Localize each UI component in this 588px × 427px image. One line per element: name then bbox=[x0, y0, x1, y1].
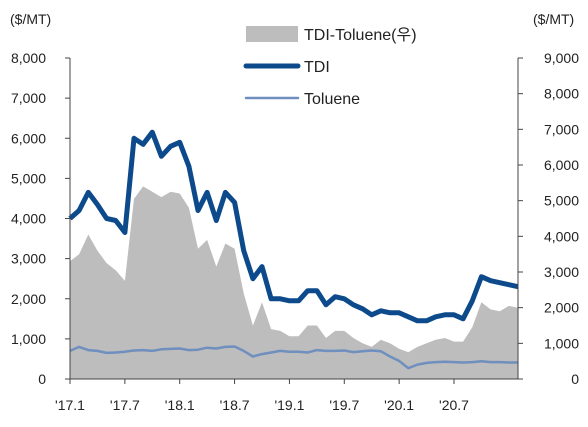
left-tick-label: 5,000 bbox=[11, 170, 46, 186]
right-tick-label: 9,000 bbox=[544, 50, 579, 66]
legend: TDI-Toluene(우) TDI Toluene bbox=[243, 26, 417, 108]
left-axis-unit: ($/MT) bbox=[10, 11, 51, 27]
series-area-tdi-toluene bbox=[70, 186, 518, 379]
x-tick-label: '17.1 bbox=[55, 397, 85, 413]
right-tick-label: 3,000 bbox=[544, 264, 579, 280]
area-layer bbox=[70, 186, 518, 379]
series-line-toluene bbox=[69, 345, 518, 370]
left-tick-label: 1,000 bbox=[11, 331, 46, 347]
x-tick-label: '19.7 bbox=[329, 397, 359, 413]
right-tick-label: 7,000 bbox=[544, 121, 579, 137]
right-tick-label: 6,000 bbox=[544, 157, 579, 173]
left-tick-label: 2,000 bbox=[11, 291, 46, 307]
series-line-tdi bbox=[68, 129, 519, 324]
legend-label: TDI bbox=[304, 59, 330, 76]
legend-label: TDI-Toluene(우) bbox=[304, 27, 417, 44]
tick-layer: 0 1,000 2,000 3,000 4,000 5,000 6,000 7,000 8,00… bbox=[11, 50, 579, 413]
x-tick-label: '18.1 bbox=[165, 397, 195, 413]
right-tick-label: 1,000 bbox=[544, 335, 579, 351]
x-tick-label: '20.1 bbox=[384, 397, 414, 413]
right-tick-label: 2,000 bbox=[544, 300, 579, 316]
right-tick-label: 0 bbox=[571, 371, 579, 387]
left-tick-label: 4,000 bbox=[11, 211, 46, 227]
left-tick-label: 8,000 bbox=[11, 50, 46, 66]
legend-swatch-area bbox=[246, 26, 298, 42]
left-tick-label: 3,000 bbox=[11, 251, 46, 267]
left-tick-label: 0 bbox=[38, 371, 46, 387]
x-tick-label: '19.1 bbox=[274, 397, 304, 413]
x-tick-label: '17.7 bbox=[110, 397, 140, 413]
right-tick-label: 5,000 bbox=[544, 193, 579, 209]
line-layer bbox=[68, 129, 519, 370]
x-tick-label: '20.7 bbox=[439, 397, 469, 413]
legend-label: Toluene bbox=[304, 91, 360, 108]
left-tick-label: 7,000 bbox=[11, 90, 46, 106]
left-tick-label: 6,000 bbox=[11, 130, 46, 146]
right-tick-label: 8,000 bbox=[544, 86, 579, 102]
x-tick-label: '18.7 bbox=[220, 397, 250, 413]
right-axis-unit: ($/MT) bbox=[533, 11, 574, 27]
right-tick-label: 4,000 bbox=[544, 228, 579, 244]
